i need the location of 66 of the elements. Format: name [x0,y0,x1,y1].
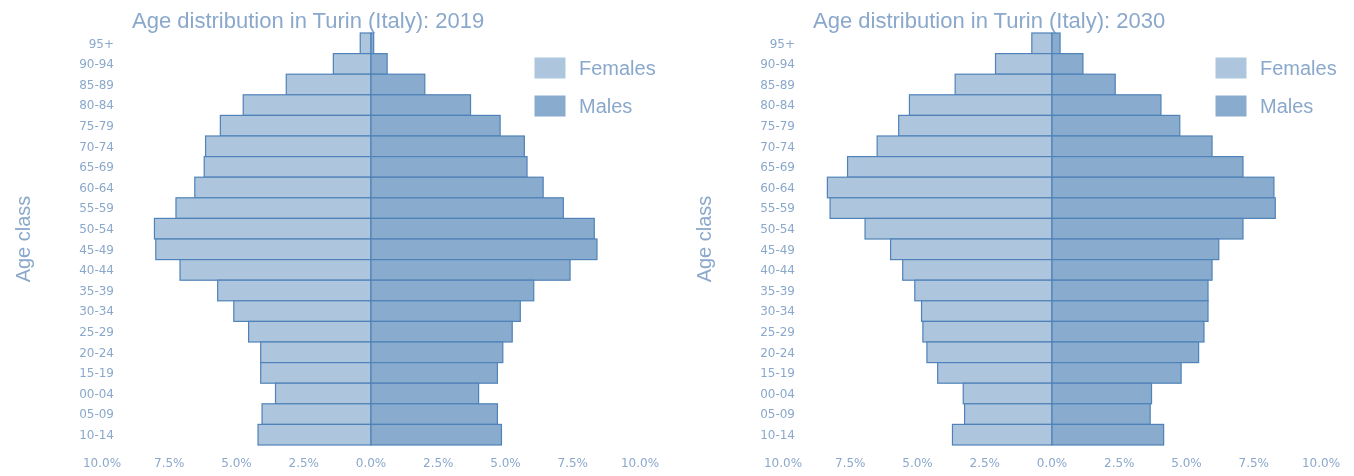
y-tick-label: 15-19 [760,366,795,381]
y-tick-label: 00-04 [79,386,114,401]
y-tick-label: 95+ [88,36,114,51]
y-tick-label: 65-69 [760,160,795,175]
y-tick-label: 50-54 [760,221,795,236]
y-tick-label: 60-64 [760,180,795,195]
y-tick-label: 80-84 [79,98,114,113]
y-tick-label: 75-79 [760,118,795,133]
y-tick-label: 25-29 [760,324,795,339]
y-tick-label: 35-39 [79,283,114,298]
legend-label: Males [1260,95,1314,117]
chart-title: Age distribution in Turin (Italy): 2030 [813,8,1166,33]
chart-title: Age distribution in Turin (Italy): 2019 [132,8,485,33]
y-tick-label: 50-54 [79,221,114,236]
y-tick-label: 75-79 [79,118,114,133]
y-tick-label: 35-39 [760,283,795,298]
y-tick-label: 10-14 [79,427,114,442]
y-tick-label: 55-59 [760,201,795,216]
x-tick-label: 10.0% [82,456,122,470]
y-tick-label: 90-94 [79,57,114,72]
x-tick-label: 10.0% [763,456,803,470]
y-tick-label: 85-89 [79,77,114,92]
y-tick-label: 80-84 [760,98,795,113]
x-tick-label: 5.0% [902,456,933,470]
y-tick-label: 55-59 [79,201,114,216]
x-tick-label: 2.5% [288,456,319,470]
x-tick-label: 2.5% [969,456,1000,470]
x-tick-label: 10.0% [1301,456,1341,470]
x-tick-label: 5.0% [490,456,521,470]
x-tick-label: 0.0% [355,456,387,470]
y-tick-label: 15-19 [79,366,114,381]
y-tick-label: 10-14 [760,427,795,442]
y-tick-label: 65-69 [79,160,114,175]
y-tick-label: 40-44 [79,263,114,278]
y-axis-title: Age class [12,195,34,283]
x-tick-label: 0.0% [1036,456,1068,470]
y-tick-label: 30-34 [79,304,114,319]
x-tick-label: 5.0% [221,456,252,470]
y-tick-label: 20-24 [760,345,795,360]
y-tick-label: 70-74 [79,139,114,154]
y-tick-label: 20-24 [79,345,114,360]
y-tick-label: 85-89 [760,77,795,92]
x-tick-label: 7.5% [835,456,866,470]
x-tick-label: 7.5% [154,456,185,470]
y-tick-label: 60-64 [79,180,114,195]
y-tick-label: 70-74 [760,139,795,154]
y-tick-label: 45-49 [760,242,795,257]
x-tick-label: 7.5% [557,456,588,470]
y-axis-title: Age class [693,195,715,283]
x-tick-label: 7.5% [1238,456,1269,470]
y-tick-label: 40-44 [760,263,795,278]
legend-label: Females [1260,57,1337,79]
y-tick-label: 00-04 [760,386,795,401]
y-tick-label: 05-09 [760,407,795,422]
y-tick-label: 45-49 [79,242,114,257]
legend-label: Males [579,95,633,117]
x-tick-label: 5.0% [1171,456,1202,470]
y-tick-label: 25-29 [79,324,114,339]
legend-label: Females [579,57,656,79]
x-tick-label: 10.0% [620,456,660,470]
y-tick-label: 05-09 [79,407,114,422]
x-tick-label: 2.5% [423,456,454,470]
y-tick-label: 95+ [769,36,795,51]
y-tick-label: 90-94 [760,57,795,72]
x-tick-label: 2.5% [1104,456,1135,470]
y-tick-label: 30-34 [760,304,795,319]
